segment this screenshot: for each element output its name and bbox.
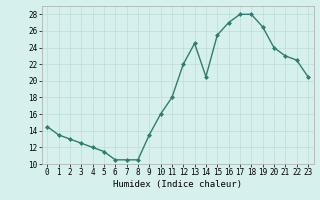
X-axis label: Humidex (Indice chaleur): Humidex (Indice chaleur) — [113, 180, 242, 189]
